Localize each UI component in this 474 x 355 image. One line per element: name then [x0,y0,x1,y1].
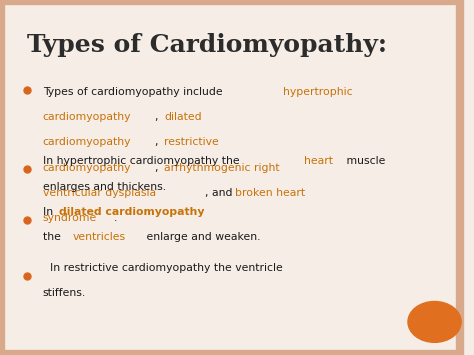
Text: cardiomyopathy: cardiomyopathy [43,163,131,173]
Text: Types of cardiomyopathy include: Types of cardiomyopathy include [43,87,226,97]
Text: ,: , [155,137,162,147]
Text: ventricular dysplasia: ventricular dysplasia [43,188,156,198]
Text: heart: heart [304,156,333,166]
Text: the: the [43,232,64,242]
Text: restrictive: restrictive [164,137,219,147]
Text: ventricles: ventricles [73,232,126,242]
Text: broken heart: broken heart [235,188,305,198]
Text: ,: , [155,112,162,122]
Text: cardiomyopathy: cardiomyopathy [43,137,131,147]
Text: In restrictive cardiomyopathy the ventricle: In restrictive cardiomyopathy the ventri… [49,263,283,273]
Text: syndrome: syndrome [43,213,97,223]
Circle shape [408,301,461,342]
Text: stiffens.: stiffens. [43,289,86,299]
Text: dilated cardiomyopathy: dilated cardiomyopathy [59,207,204,217]
Text: cardiomyopathy: cardiomyopathy [43,112,131,122]
Text: enlarges and thickens.: enlarges and thickens. [43,182,166,192]
Text: , and: , and [205,188,237,198]
Text: In hypertrophic cardiomyopathy the: In hypertrophic cardiomyopathy the [43,156,243,166]
Text: In: In [43,207,56,217]
Text: ,: , [155,163,162,173]
Text: Types of Cardiomyopathy:: Types of Cardiomyopathy: [27,33,387,57]
Text: .: . [114,213,117,223]
Text: hypertrophic: hypertrophic [283,87,353,97]
Text: arrhythmogenic right: arrhythmogenic right [164,163,280,173]
Text: muscle: muscle [343,156,385,166]
Text: enlarge and weaken.: enlarge and weaken. [144,232,261,242]
Text: dilated: dilated [164,112,202,122]
